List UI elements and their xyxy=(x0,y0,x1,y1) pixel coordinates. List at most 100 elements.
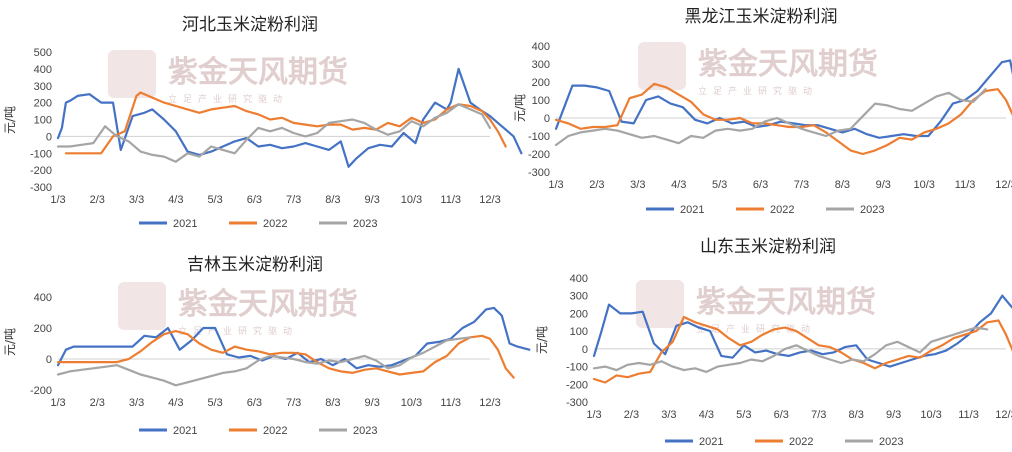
x-tick-label: 9/3 xyxy=(365,397,380,409)
y-tick-label: -200 xyxy=(566,379,588,391)
x-tick-label: 12/3 xyxy=(995,409,1012,421)
y-tick-label: 400 xyxy=(570,273,588,285)
watermark-brand: 紫金天风期货 xyxy=(696,285,876,320)
y-tick-label: 500 xyxy=(34,47,52,59)
legend-label-2022: 2022 xyxy=(263,425,287,437)
y-tick-label: 200 xyxy=(532,77,550,89)
chart-panel-heilongjiang: 紫金天风期货 立足产业研究驱动 黑龙江玉米淀粉利润 元/吨 -300 -200 -100 0 1… xyxy=(506,0,1012,240)
x-tick-label: 4/3 xyxy=(168,194,183,206)
watermark-brand: 紫金天风期货 xyxy=(178,287,358,322)
chart-title: 河北玉米淀粉利润 xyxy=(182,15,318,35)
x-tick-label: 2/3 xyxy=(589,179,604,191)
x-tick-label: 2/3 xyxy=(624,409,639,421)
y-tick-label: 400 xyxy=(34,292,52,304)
x-tick-label: 5/3 xyxy=(207,194,222,206)
x-tick-label: 6/3 xyxy=(753,179,768,191)
x-tick-label: 7/3 xyxy=(286,397,301,409)
y-tick-label: -200 xyxy=(30,165,52,177)
y-tick-label: -300 xyxy=(30,182,52,194)
x-tick-label: 1/3 xyxy=(50,194,65,206)
x-tick-label: 3/3 xyxy=(630,179,645,191)
x-tick-label: 11/3 xyxy=(955,179,976,191)
legend-label-2023: 2023 xyxy=(879,436,903,448)
x-tick-label: 4/3 xyxy=(168,397,183,409)
x-tick-label: 6/3 xyxy=(247,397,262,409)
series-line-2021 xyxy=(554,59,1012,139)
y-tick-label: -100 xyxy=(528,131,550,143)
watermark-logo xyxy=(108,50,156,98)
y-tick-label: 100 xyxy=(34,115,52,127)
x-tick-label: 11/3 xyxy=(440,397,461,409)
y-tick-label: -200 xyxy=(30,385,52,397)
x-tick-label: 6/3 xyxy=(247,194,262,206)
x-tick-label: 11/3 xyxy=(958,409,979,421)
x-tick-label: 7/3 xyxy=(286,194,301,206)
x-tick-label: 9/3 xyxy=(876,179,891,191)
y-tick-label: -300 xyxy=(528,167,550,179)
series-line-2022 xyxy=(592,315,1012,384)
x-tick-label: 3/3 xyxy=(129,397,144,409)
watermark-logo xyxy=(636,280,684,328)
x-tick-label: 9/3 xyxy=(886,409,901,421)
legend-label-2021: 2021 xyxy=(699,436,723,448)
x-tick-label: 12/3 xyxy=(995,179,1012,191)
y-tick-label: 0 xyxy=(46,354,52,366)
legend-label-2021: 2021 xyxy=(173,425,197,437)
y-tick-label: 200 xyxy=(34,98,52,110)
x-tick-label: 3/3 xyxy=(661,409,676,421)
x-tick-label: 11/3 xyxy=(440,194,461,206)
legend-label-2023: 2023 xyxy=(353,218,377,230)
y-tick-label: 0 xyxy=(582,344,588,356)
legend-label-2022: 2022 xyxy=(263,218,287,230)
y-tick-label: 300 xyxy=(34,81,52,93)
legend-label-2022: 2022 xyxy=(789,436,813,448)
y-axis-label: 元/吨 xyxy=(513,94,527,122)
x-tick-label: 12/3 xyxy=(479,194,500,206)
watermark-logo xyxy=(118,282,166,330)
y-tick-label: -100 xyxy=(30,148,52,160)
x-tick-label: 10/3 xyxy=(401,397,422,409)
chart-panel-hebei: 紫金天风期货 立足产业研究驱动 河北玉米淀粉利润元/吨 -300 -200 -100 0 10… xyxy=(0,0,523,240)
series-line-2023 xyxy=(56,103,492,163)
chart-title: 山东玉米淀粉利润 xyxy=(700,237,836,257)
x-tick-label: 5/3 xyxy=(207,397,222,409)
legend-label-2021: 2021 xyxy=(680,204,704,216)
watermark-brand: 紫金天风期货 xyxy=(168,55,348,90)
chart-title: 吉林玉米淀粉利润 xyxy=(187,255,323,275)
x-tick-label: 10/3 xyxy=(401,194,422,206)
x-tick-label: 4/3 xyxy=(699,409,714,421)
x-tick-label: 5/3 xyxy=(736,409,751,421)
chart-title: 黑龙江玉米淀粉利润 xyxy=(685,7,838,27)
x-tick-label: 6/3 xyxy=(774,409,789,421)
y-tick-label: 400 xyxy=(34,64,52,76)
y-axis-label: 元/吨 xyxy=(3,106,17,134)
x-tick-label: 7/3 xyxy=(811,409,826,421)
y-tick-label: 400 xyxy=(532,41,550,53)
x-tick-label: 12/3 xyxy=(479,397,500,409)
y-axis-label: 元/吨 xyxy=(3,328,17,356)
y-tick-label: 100 xyxy=(570,326,588,338)
x-tick-label: 7/3 xyxy=(794,179,809,191)
legend-label-2023: 2023 xyxy=(860,204,884,216)
series-line-2022 xyxy=(56,329,515,379)
y-tick-label: 100 xyxy=(532,95,550,107)
watermark-slogan: 立足产业研究驱动 xyxy=(696,323,816,335)
y-tick-label: 0 xyxy=(46,131,52,143)
series-line-2022 xyxy=(554,82,1012,156)
y-tick-label: 300 xyxy=(570,291,588,303)
x-tick-label: 8/3 xyxy=(325,194,340,206)
y-tick-label: -200 xyxy=(528,149,550,161)
series-line-2023 xyxy=(592,326,989,373)
y-tick-label: 300 xyxy=(532,59,550,71)
x-tick-label: 10/3 xyxy=(920,409,941,421)
x-tick-label: 1/3 xyxy=(586,409,601,421)
x-tick-label: 8/3 xyxy=(835,179,850,191)
series-line-2023 xyxy=(56,336,472,387)
